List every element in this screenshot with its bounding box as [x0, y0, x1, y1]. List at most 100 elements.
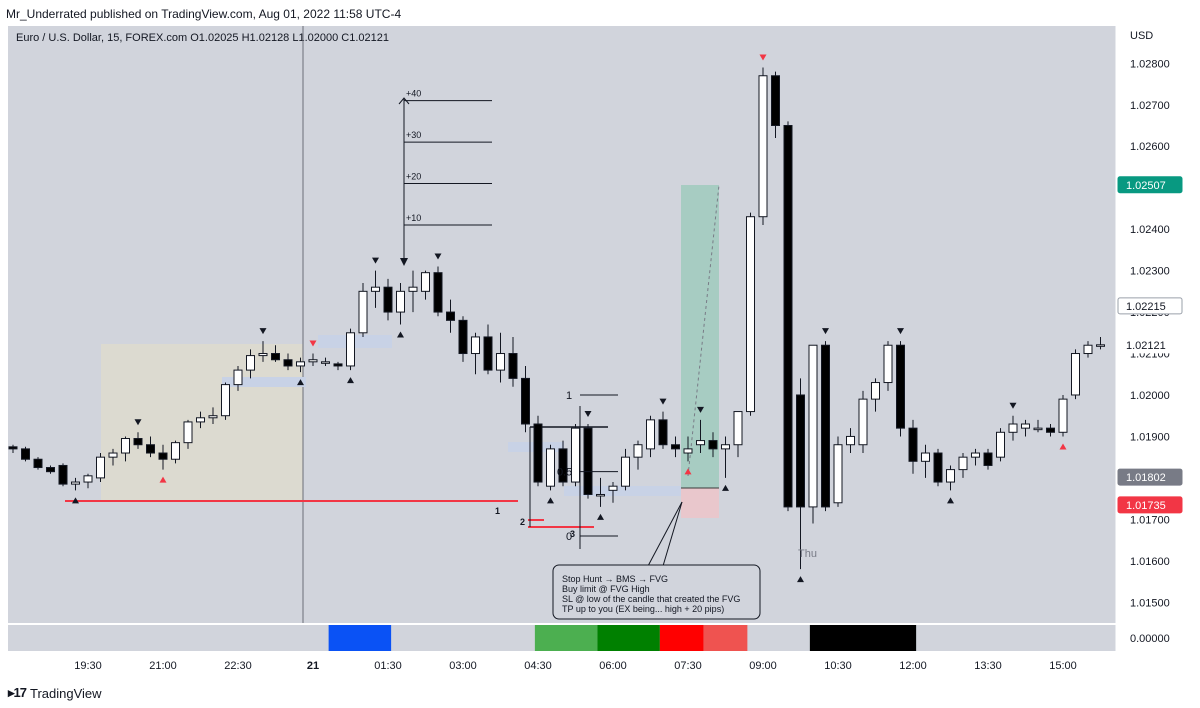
- candle-body[interactable]: [408, 286, 418, 292]
- candle-body[interactable]: [208, 415, 218, 419]
- candle-body[interactable]: [933, 452, 943, 483]
- candle-body[interactable]: [283, 359, 293, 367]
- candle-body[interactable]: [596, 493, 605, 497]
- fib-level-label: 0: [566, 531, 572, 543]
- candle-body[interactable]: [458, 319, 468, 355]
- candle-body[interactable]: [1021, 423, 1030, 429]
- candle-body[interactable]: [383, 286, 393, 313]
- candle-body[interactable]: [121, 438, 130, 454]
- candle-body[interactable]: [46, 467, 55, 473]
- candle-body[interactable]: [696, 440, 705, 446]
- candle-body[interactable]: [358, 290, 368, 334]
- fractal-high-marker: [897, 328, 904, 335]
- candle-body[interactable]: [621, 456, 630, 487]
- candle-body[interactable]: [796, 394, 805, 508]
- candle-body[interactable]: [83, 475, 93, 483]
- candle-body[interactable]: [246, 355, 255, 371]
- candle-body[interactable]: [646, 419, 655, 450]
- annotation-line-3: SL @ low of the candle that created the …: [562, 594, 740, 604]
- candle-body[interactable]: [608, 485, 618, 491]
- y-tick-label: 1.01500: [1130, 597, 1170, 609]
- candle-body[interactable]: [958, 456, 968, 471]
- candle-body[interactable]: [233, 369, 243, 386]
- candle-body[interactable]: [946, 469, 955, 483]
- candle-body[interactable]: [808, 344, 818, 508]
- target-dashed-line: [687, 184, 720, 477]
- candle-body[interactable]: [133, 438, 143, 446]
- candle-body[interactable]: [1071, 353, 1080, 396]
- candle-body[interactable]: [846, 435, 855, 446]
- candle-body[interactable]: [558, 448, 568, 483]
- candle-body[interactable]: [633, 444, 643, 458]
- candle-body[interactable]: [221, 384, 230, 417]
- candle-body[interactable]: [671, 444, 680, 450]
- candle-body[interactable]: [446, 311, 455, 321]
- tradingview-logo[interactable]: ▸17 TradingView: [8, 685, 102, 701]
- candle-body[interactable]: [371, 286, 380, 292]
- candle-body[interactable]: [321, 361, 330, 364]
- y-tick-label: 1.02600: [1130, 141, 1170, 153]
- candle-body[interactable]: [33, 458, 43, 469]
- candle-body[interactable]: [496, 353, 505, 371]
- candle-body[interactable]: [308, 359, 318, 363]
- candle-body[interactable]: [421, 272, 430, 292]
- candle-body[interactable]: [171, 442, 180, 460]
- candle-body[interactable]: [471, 336, 480, 355]
- candle-body[interactable]: [108, 452, 118, 458]
- candle-body[interactable]: [8, 446, 18, 450]
- candle-body[interactable]: [296, 361, 305, 367]
- candle-body[interactable]: [658, 419, 668, 446]
- candle-body[interactable]: [346, 332, 355, 367]
- candle-body[interactable]: [908, 427, 918, 462]
- candle-body[interactable]: [1046, 427, 1055, 433]
- candle-body[interactable]: [683, 448, 693, 454]
- candle-body[interactable]: [71, 481, 80, 485]
- candle-body[interactable]: [396, 290, 405, 313]
- candle-body[interactable]: [508, 353, 518, 379]
- candle-body[interactable]: [983, 452, 993, 466]
- candle-body[interactable]: [871, 382, 880, 400]
- candle-body[interactable]: [158, 452, 168, 460]
- candle-body[interactable]: [833, 444, 843, 504]
- candle-body[interactable]: [1058, 398, 1068, 433]
- candle-body[interactable]: [783, 125, 793, 508]
- candle-body[interactable]: [571, 427, 580, 483]
- candle-body[interactable]: [1008, 423, 1018, 433]
- candle-body[interactable]: [183, 421, 193, 444]
- fractal-low-marker: [347, 377, 354, 384]
- candle-body[interactable]: [271, 353, 280, 361]
- candle-body[interactable]: [21, 448, 30, 460]
- candle-body[interactable]: [996, 431, 1005, 458]
- candle-body[interactable]: [196, 417, 205, 423]
- candle-body[interactable]: [1083, 344, 1093, 355]
- candle-body[interactable]: [821, 344, 830, 508]
- candle-body[interactable]: [733, 411, 743, 446]
- candle-body[interactable]: [921, 452, 930, 462]
- candle-body[interactable]: [971, 452, 980, 458]
- candle-body[interactable]: [433, 272, 443, 313]
- candle-body[interactable]: [896, 344, 905, 429]
- fractal-high-marker: [259, 328, 267, 335]
- candle-body[interactable]: [546, 448, 555, 487]
- candle-body[interactable]: [758, 75, 768, 218]
- candle-body[interactable]: [721, 444, 730, 450]
- candle-body[interactable]: [96, 456, 105, 479]
- candle-body[interactable]: [58, 464, 68, 485]
- candle-body[interactable]: [883, 344, 893, 384]
- candle-body[interactable]: [258, 353, 268, 357]
- candle-body[interactable]: [1096, 344, 1105, 347]
- candle-body[interactable]: [483, 336, 493, 371]
- candle-body[interactable]: [146, 444, 155, 454]
- fractal-high-marker: [134, 419, 142, 426]
- price-chart[interactable]: Euro / U.S. Dollar, 15, FOREX.com O1.020…: [8, 26, 1192, 681]
- annotation-callout[interactable]: [552, 564, 761, 620]
- candle-body[interactable]: [583, 427, 593, 495]
- candle-body[interactable]: [746, 216, 755, 413]
- candle-body[interactable]: [521, 377, 530, 425]
- candle-body[interactable]: [1033, 427, 1043, 431]
- candle-body[interactable]: [533, 423, 543, 483]
- candle-body[interactable]: [858, 398, 868, 446]
- candle-body[interactable]: [771, 75, 780, 126]
- candle-body[interactable]: [333, 363, 343, 367]
- candle-body[interactable]: [708, 440, 718, 450]
